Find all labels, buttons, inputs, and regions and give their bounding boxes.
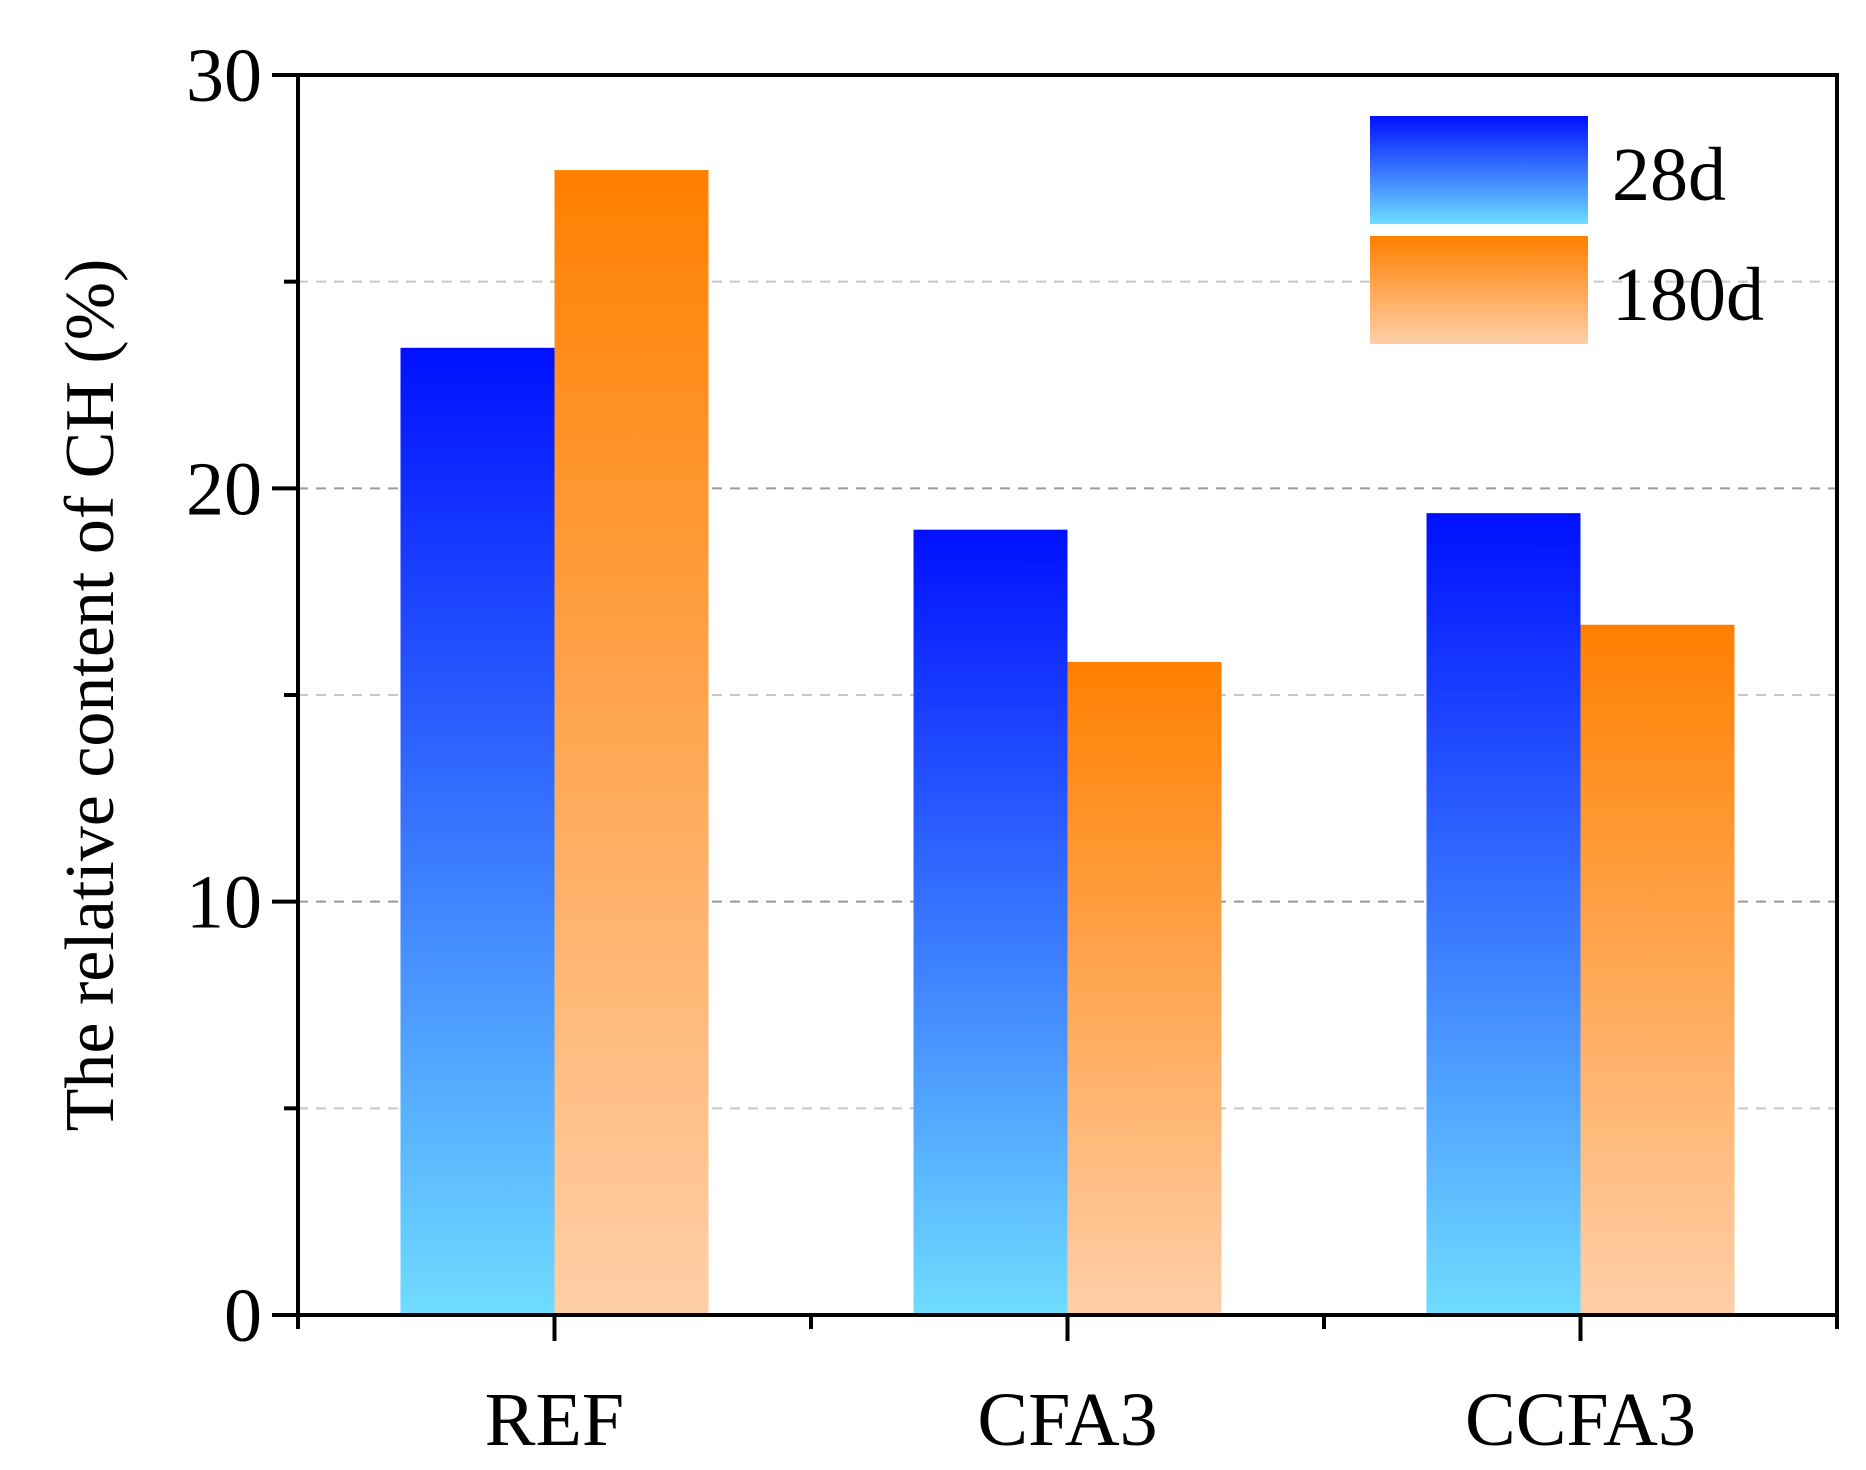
legend-label-28d: 28d xyxy=(1612,133,1726,217)
bar-28d-CFA3 xyxy=(913,529,1068,1315)
y-tick-label: 20 xyxy=(186,447,262,531)
y-tick-label: 30 xyxy=(186,34,262,118)
y-tick-label: 10 xyxy=(186,861,262,945)
axis-ticks: 0 10 20 30 REF CFA3 CCFA3 xyxy=(186,34,1839,1462)
bar-180d-REF xyxy=(554,170,709,1316)
legend-swatch-180d xyxy=(1370,236,1588,344)
x-tick-label-CFA3: CFA3 xyxy=(977,1378,1157,1462)
bar-28d-REF xyxy=(400,347,555,1315)
y-axis-title: The relative content of CH (%) xyxy=(52,259,129,1132)
bar-180d-CFA3 xyxy=(1067,661,1222,1315)
bars xyxy=(400,170,1735,1316)
y-tick-label: 0 xyxy=(224,1274,262,1358)
legend: 28d 180d xyxy=(1370,116,1764,344)
bar-180d-CCFA3 xyxy=(1580,624,1735,1315)
legend-swatch-28d xyxy=(1370,116,1588,224)
bar-28d-CCFA3 xyxy=(1426,513,1581,1315)
x-tick-label-REF: REF xyxy=(485,1378,624,1462)
x-tick-label-CCFA3: CCFA3 xyxy=(1465,1378,1696,1462)
legend-label-180d: 180d xyxy=(1612,253,1764,337)
